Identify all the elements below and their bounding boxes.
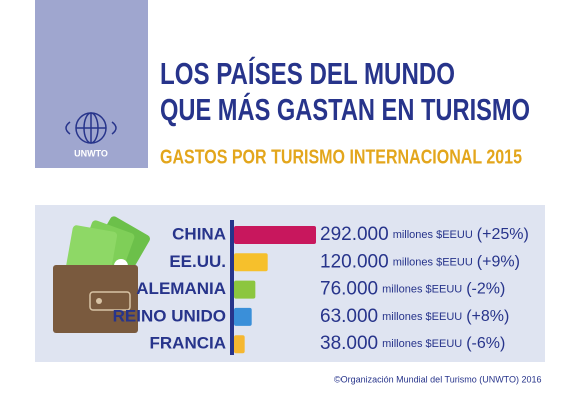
bar [234, 226, 316, 244]
change-label: (-6%) [466, 335, 505, 352]
value-row: 63.000 millones $EEUU (+8%) [320, 306, 509, 327]
title-line: QUE MÁS GASTAN EN TURISMO [160, 92, 530, 127]
bar [234, 307, 252, 326]
value-label: 38.000 [320, 333, 378, 354]
value-row: 292.000 millones $EEUU (+25%) [320, 224, 529, 245]
change-label: (-2%) [466, 281, 505, 298]
logo-text: UNWTO [74, 148, 108, 158]
category-label: CHINA [172, 224, 226, 243]
value-row: 120.000 millones $EEUU (+9%) [320, 251, 520, 272]
axis-line [230, 220, 234, 355]
source: ©Organización Mundial del Turismo (UNWTO… [334, 374, 542, 384]
category-label: EE.UU. [169, 252, 226, 271]
unit-label: millones $EEUU [393, 229, 473, 241]
category-label: REINO UNIDO [113, 306, 226, 325]
bar [234, 253, 268, 272]
unit-label: millones $EEUU [382, 338, 462, 350]
value-label: 120.000 [320, 251, 389, 272]
value-label: 76.000 [320, 279, 378, 300]
wallet-icon [53, 216, 150, 333]
bar [234, 335, 245, 354]
bar [234, 280, 256, 299]
value-label: 63.000 [320, 306, 378, 327]
change-label: (+8%) [466, 308, 509, 325]
value-label: 292.000 [320, 224, 389, 245]
unit-label: millones $EEUU [382, 311, 462, 323]
globe-icon [65, 112, 117, 144]
value-row: 76.000 millones $EEUU (-2%) [320, 279, 505, 300]
unit-label: millones $EEUU [382, 284, 462, 296]
change-label: (+9%) [477, 254, 520, 271]
category-label: FRANCIA [150, 334, 227, 353]
category-label: ALEMANIA [136, 279, 226, 298]
change-label: (+25%) [477, 226, 529, 243]
unit-label: millones $EEUU [393, 256, 473, 268]
title-line: LOS PAÍSES DEL MUNDO [160, 56, 455, 91]
value-row: 38.000 millones $EEUU (-6%) [320, 333, 505, 354]
subtitle: GASTOS POR TURISMO INTERNACIONAL 2015 [160, 146, 522, 168]
